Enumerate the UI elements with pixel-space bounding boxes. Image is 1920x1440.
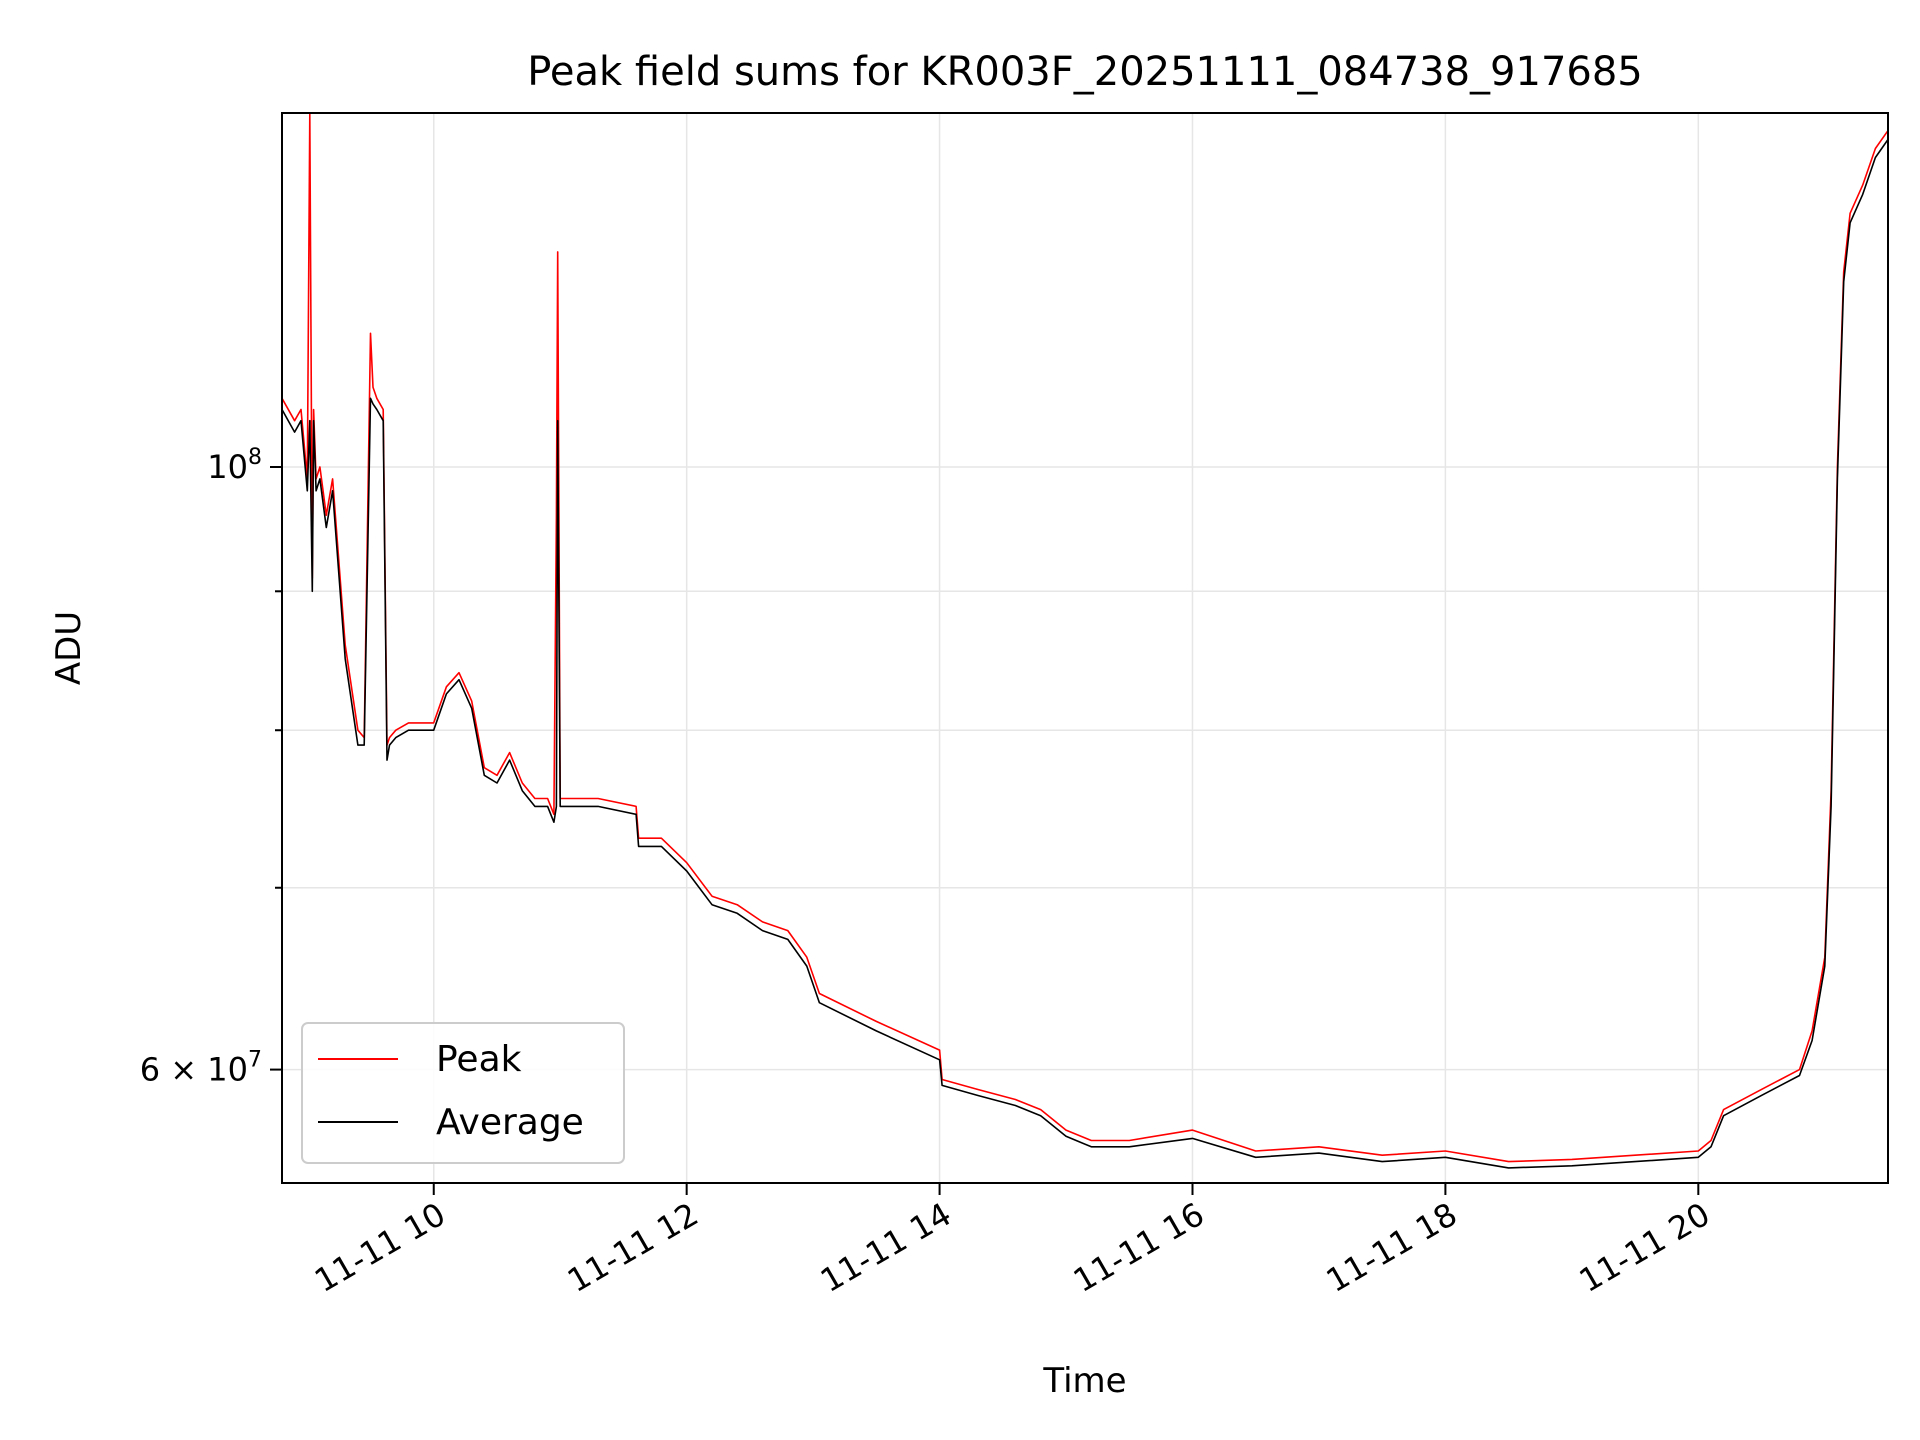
y-tick-label: 108 (207, 445, 262, 486)
chart-title: Peak field sums for KR003F_20251111_0847… (527, 49, 1643, 95)
x-tick-label: 11-11 16 (1067, 1195, 1211, 1300)
plot-frame (281, 112, 1889, 1184)
x-axis-label: Time (1042, 1361, 1126, 1401)
series-line-peak (281, 112, 1889, 1163)
series-line-average (281, 139, 1889, 1169)
legend-label-peak: Peak (436, 1039, 522, 1080)
y-tick-label: 6 × 107 (140, 1048, 262, 1089)
axis-ticks: 11-11 10 11-11 12 11-11 14 11-11 16 11-11 18… (140, 445, 1717, 1300)
grid-lines (282, 113, 1888, 1183)
x-tick-label: 11-11 10 (308, 1195, 452, 1300)
x-tick-label: 11-11 18 (1320, 1195, 1464, 1300)
legend-label-average: Average (436, 1102, 584, 1143)
legend: Peak Average (301, 1022, 625, 1164)
x-tick-label: 11-11 20 (1573, 1195, 1717, 1300)
x-tick-label: 11-11 14 (814, 1195, 958, 1300)
series-lines (281, 112, 1889, 1169)
y-axis-label: ADU (49, 611, 89, 685)
x-tick-label: 11-11 12 (561, 1195, 705, 1300)
